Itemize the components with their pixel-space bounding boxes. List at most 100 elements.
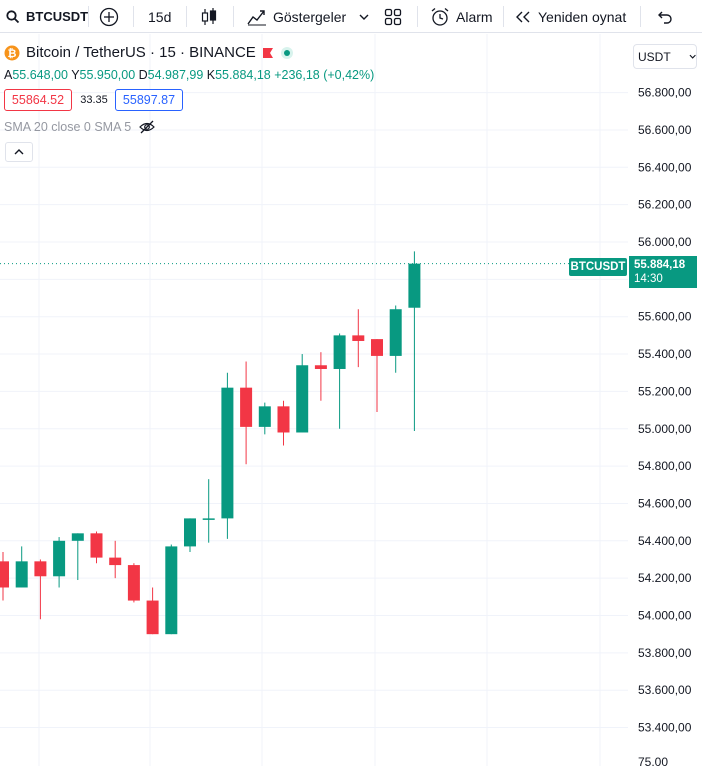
candle-down — [90, 531, 103, 564]
candle-up — [333, 333, 346, 429]
price-axis-label: 56.200,00 — [638, 198, 692, 212]
market-status-icon — [280, 46, 293, 59]
candle-down — [146, 587, 159, 635]
candle-down — [109, 540, 122, 579]
price-axis-label: 55.400,00 — [638, 347, 692, 361]
candles — [0, 251, 628, 635]
price-axis-label: 53.600,00 — [638, 683, 692, 697]
chart-type-button[interactable] — [200, 0, 218, 33]
buy-price-button[interactable]: 55897.87 — [115, 89, 183, 111]
replay-button[interactable]: Yeniden oynat — [514, 0, 626, 33]
price-axis-label-partial: 75.00 — [638, 755, 668, 766]
candle-body — [296, 365, 309, 433]
candle-down — [314, 352, 327, 401]
price-axis-label: 56.000,00 — [638, 235, 692, 249]
candle-body — [221, 387, 234, 519]
toolbar-divider — [503, 6, 504, 27]
sma-indicator-legend[interactable]: SMA 20 close 0 SMA 5 — [4, 120, 156, 134]
candle-body — [258, 406, 271, 427]
ohlc-values: A55.648,00 Y55.950,00 D54.987,99 K55.884… — [4, 68, 374, 82]
top-toolbar: BTCUSDT 15d Göstergeler Alarm Yeniden oy… — [0, 0, 702, 33]
chevron-down-icon — [359, 14, 369, 20]
eye-hidden-icon[interactable] — [139, 120, 156, 134]
candle-down — [0, 552, 9, 601]
interval-label: 15d — [148, 8, 172, 25]
grid-layout-icon — [384, 8, 402, 25]
candle-body — [146, 600, 159, 635]
open-key: A — [4, 68, 13, 82]
bitcoin-logo-icon: ₿ — [4, 45, 20, 60]
price-axis-label: 55.000,00 — [638, 422, 692, 436]
low-key: D — [138, 68, 148, 82]
candle-body — [352, 335, 365, 341]
last-price-symbol-tag: BTCUSDT — [569, 258, 627, 276]
close-value: 55.884,18 — [215, 68, 271, 82]
chart-grid — [0, 34, 628, 766]
alarm-button[interactable]: Alarm — [430, 0, 493, 33]
price-axis-label: 54.600,00 — [638, 496, 692, 510]
candle-body — [165, 546, 178, 635]
candle-down — [34, 559, 47, 620]
candle-body — [71, 533, 84, 541]
search-icon — [6, 9, 20, 23]
alarm-label: Alarm — [456, 8, 493, 25]
price-axis-label: 53.400,00 — [638, 721, 692, 735]
toolbar-divider — [133, 6, 134, 27]
replay-label: Yeniden oynat — [538, 8, 627, 25]
candle-down — [240, 361, 253, 465]
candle-up — [296, 354, 309, 433]
toolbar-divider — [640, 6, 641, 27]
candle-up — [389, 305, 402, 373]
candle-up — [184, 518, 196, 553]
spread-value: 33.35 — [80, 94, 108, 106]
symbol-label: BTCUSDT — [26, 9, 89, 24]
candle-up — [221, 372, 234, 539]
add-circle-icon — [99, 7, 119, 26]
price-axis-label: 54.000,00 — [638, 609, 692, 623]
price-axis-label: 56.400,00 — [638, 160, 692, 174]
candle-body — [277, 406, 290, 433]
last-price-tag: 55.884,18 14:30 — [629, 256, 697, 288]
price-axis-label: 54.400,00 — [638, 534, 692, 548]
layouts-button[interactable] — [384, 0, 402, 33]
close-key: K — [206, 68, 216, 82]
countdown-value: 14:30 — [634, 273, 663, 285]
candle-body — [127, 565, 140, 601]
price-axis-label: 54.800,00 — [638, 459, 692, 473]
alarm-clock-icon — [431, 7, 449, 26]
price-chart[interactable]: 56.800,00 56.600,00 56.400,00 56.200,00 56.0… — [0, 34, 702, 766]
chevron-up-icon — [14, 149, 24, 155]
undo-button[interactable] — [655, 0, 673, 33]
candle-body — [371, 339, 383, 356]
currency-select[interactable]: USDT — [633, 44, 697, 69]
sell-price-button[interactable]: 55864.52 — [4, 89, 72, 111]
candle-body — [389, 309, 402, 356]
indicators-icon — [247, 9, 266, 25]
indicators-button[interactable]: Göstergeler — [247, 0, 346, 33]
candle-body — [408, 263, 421, 308]
interval-button[interactable]: 15d — [148, 0, 171, 33]
candle-body — [15, 561, 28, 588]
indicators-dropdown-button[interactable] — [358, 0, 370, 33]
undo-icon — [658, 11, 672, 24]
compare-button[interactable] — [99, 0, 119, 33]
svg-text:₿: ₿ — [8, 48, 17, 60]
price-axis-label: 56.600,00 — [638, 123, 692, 137]
price-axis[interactable]: 56.800,00 56.600,00 56.400,00 56.200,00 56.0… — [638, 86, 692, 766]
collapse-legend-button[interactable] — [5, 142, 33, 162]
symbol-search-button[interactable]: BTCUSDT — [6, 0, 88, 33]
high-value: 55.950,00 — [79, 68, 136, 82]
sma-label: SMA 20 close 0 SMA 5 — [4, 120, 132, 134]
flag-icon[interactable] — [262, 47, 274, 59]
candle-up — [15, 546, 28, 588]
currency-label: USDT — [638, 49, 671, 64]
candle-down — [277, 400, 290, 446]
candle-body — [240, 387, 253, 427]
last-price-value: 55.884,18 — [634, 259, 686, 271]
candle-body — [333, 335, 346, 369]
price-axis-label: 54.200,00 — [638, 571, 692, 585]
candle-up — [53, 537, 66, 588]
candle-up — [258, 402, 271, 435]
symbol-legend[interactable]: ₿ Bitcoin / TetherUS · 15 · BINANCE — [4, 44, 294, 61]
candle-down — [127, 563, 140, 603]
